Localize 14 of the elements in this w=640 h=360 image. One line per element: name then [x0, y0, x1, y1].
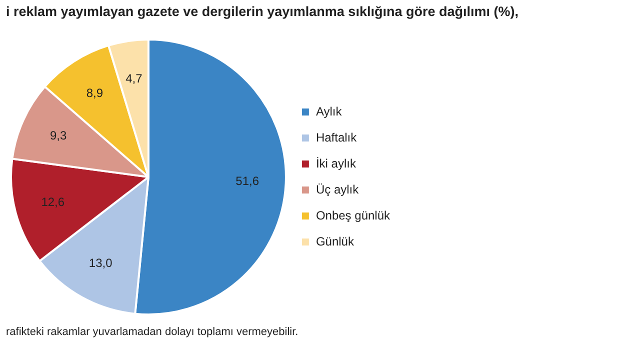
data-label: 8,9 [86, 86, 104, 100]
legend-label: Aylık [316, 104, 343, 118]
data-label: 12,6 [41, 194, 65, 209]
legend-label: Üç aylık [316, 182, 360, 196]
data-label: 13,0 [88, 256, 113, 270]
legend-label: Haftalık [316, 130, 358, 144]
data-label: 4,7 [126, 71, 143, 86]
legend-label: Onbeş günlük [316, 208, 391, 222]
chart-title: i reklam yayımlayan gazete ve dergilerin yayımlanma sıklığına göre dağılımı (%), [6, 4, 518, 19]
data-label: 9,3 [50, 128, 67, 142]
text: rafikteki rakamlar yuvarlamadan dolayı toplamı vermeyebilir. [6, 326, 298, 338]
legend-label: İki aylık [316, 156, 357, 170]
legend-label: Günlük [316, 234, 355, 248]
data-label: 51,6 [236, 174, 260, 188]
